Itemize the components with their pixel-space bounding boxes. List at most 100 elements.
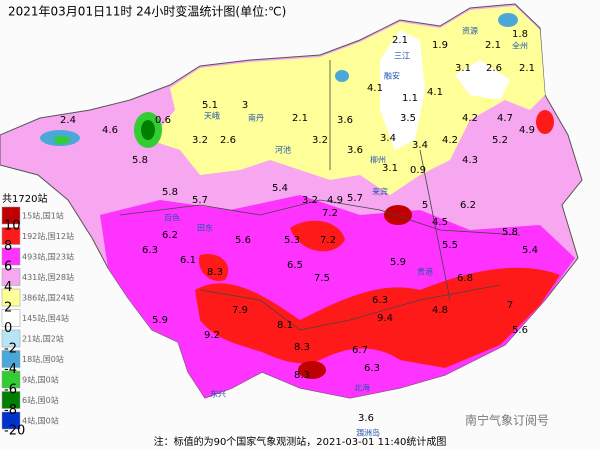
legend-level: 2 — [4, 301, 12, 316]
station-value: 4.1 — [367, 83, 383, 94]
district-border — [119, 60, 521, 331]
place-name: 天峨 — [204, 111, 220, 121]
legend-level: 10 — [4, 219, 21, 234]
region-white — [380, 30, 425, 150]
station-value: 6.7 — [352, 345, 368, 356]
station-value: 3.6 — [347, 145, 363, 156]
legend-swatch — [1, 350, 21, 368]
station-value: 5.6 — [235, 235, 251, 246]
title: 2021年03月01日11时 24小时变温统计图(单位:℃) — [8, 4, 286, 19]
region-white — [455, 60, 510, 100]
place-name: 来宾 — [372, 187, 388, 197]
footer: 注：标值的为90个国家气象观测站，2021-03-01 11:40统计成图 — [154, 435, 447, 448]
legend-swatch — [1, 370, 21, 389]
station-value: 5.2 — [492, 135, 508, 146]
region-red — [290, 220, 345, 252]
legend-count: 493站,国23站 — [22, 252, 74, 262]
station-value: 1.9 — [432, 40, 448, 51]
legend-swatch — [1, 288, 21, 307]
station-value: 6.3 — [372, 295, 388, 306]
station-value: 3.1 — [382, 163, 398, 174]
station-value: 9.2 — [204, 330, 220, 341]
region-blue — [498, 13, 518, 27]
station-value: 1.8 — [512, 29, 528, 40]
place-name: 河池 — [275, 145, 291, 155]
station-value: 5.8 — [162, 187, 178, 198]
station-value: 5.8 — [502, 227, 518, 238]
legend-swatch — [1, 391, 21, 409]
legend-count: 431站,国28站 — [22, 272, 74, 282]
station-value: 7.5 — [314, 273, 330, 284]
station-value: 3 — [242, 100, 248, 111]
region-blue — [335, 70, 349, 82]
station-value: 6.5 — [287, 260, 303, 271]
station-value: 3.4 — [380, 133, 396, 144]
legend-count: 21站,国2站 — [22, 334, 64, 344]
station-value: 0.9 — [410, 165, 426, 176]
legend-swatch — [1, 309, 21, 327]
station-value: 6.2 — [162, 230, 178, 241]
place-name: 三江 — [394, 52, 410, 61]
place-name: 东兴 — [210, 389, 226, 399]
place-name: 涠洲岛 — [356, 428, 380, 438]
region-red — [199, 254, 229, 281]
station-value: 5.4 — [522, 245, 538, 256]
station-value: 4.9 — [327, 195, 343, 206]
station-value: 4.6 — [102, 125, 118, 136]
legend-level: -2 — [4, 342, 17, 357]
station-value: 7.2 — [322, 208, 338, 219]
station-value: 3.4 — [412, 140, 428, 151]
place-name: 北海 — [354, 383, 370, 393]
legend: 共1720站 15站,国1站 192站,国12站 493站,国23站 431站,国28… — [1, 192, 74, 439]
legend-count: 145站,国4站 — [22, 313, 69, 323]
station-value: 3.1 — [455, 63, 471, 74]
legend-count: 15站,国1站 — [22, 211, 64, 221]
station-value: 5.9 — [390, 257, 406, 268]
legend-swatch — [1, 227, 21, 245]
station-value: 2.4 — [60, 115, 76, 126]
station-value: 5.7 — [347, 193, 363, 204]
station-value: 3.2 — [302, 195, 318, 206]
station-value: 2.1 — [485, 40, 501, 51]
region-red — [536, 110, 554, 134]
station-value: 2.1 — [519, 63, 535, 74]
legend-level: -20 — [4, 424, 25, 439]
legend-count: 9站,国0站 — [22, 375, 59, 385]
place-name: 田东 — [197, 223, 213, 233]
station-value: 2.1 — [392, 35, 408, 46]
region-green — [54, 136, 70, 144]
station-value: 5 — [422, 200, 428, 211]
station-value: 3.6 — [337, 115, 353, 126]
region-red — [195, 267, 560, 368]
place-name: 融安 — [384, 71, 400, 81]
station-value: 5.8 — [132, 155, 148, 166]
station-value: 3.2 — [312, 135, 328, 146]
legend-swatch — [1, 206, 21, 225]
station-value: 8.3 — [207, 267, 223, 278]
station-value: 4.1 — [427, 87, 443, 98]
station-value: 2.6 — [486, 63, 502, 74]
station-value: 5.6 — [512, 325, 528, 336]
place-name: 全州 — [512, 41, 528, 51]
station-value: 4.2 — [442, 135, 458, 146]
station-value: 4.8 — [432, 305, 448, 316]
region-darkred — [298, 361, 326, 379]
station-value: 3.6 — [358, 413, 374, 424]
station-value: 6.3 — [364, 363, 380, 374]
region-darkgreen — [141, 120, 155, 140]
legend-count: 18站,国0站 — [22, 354, 64, 364]
legend-level: 4 — [4, 280, 12, 295]
legend-count: 6站,国0站 — [22, 395, 59, 405]
legend-count: 192站,国12站 — [22, 231, 74, 241]
station-value: 7 — [507, 300, 513, 311]
station-value: 8.1 — [277, 320, 293, 331]
place-name: 柳州 — [370, 155, 386, 165]
station-value: 3.2 — [192, 135, 208, 146]
station-value: 4.7 — [497, 113, 513, 124]
station-value: 8.3 — [294, 342, 310, 353]
station-value: 5.5 — [442, 240, 458, 251]
station-value: 9.4 — [377, 313, 393, 324]
